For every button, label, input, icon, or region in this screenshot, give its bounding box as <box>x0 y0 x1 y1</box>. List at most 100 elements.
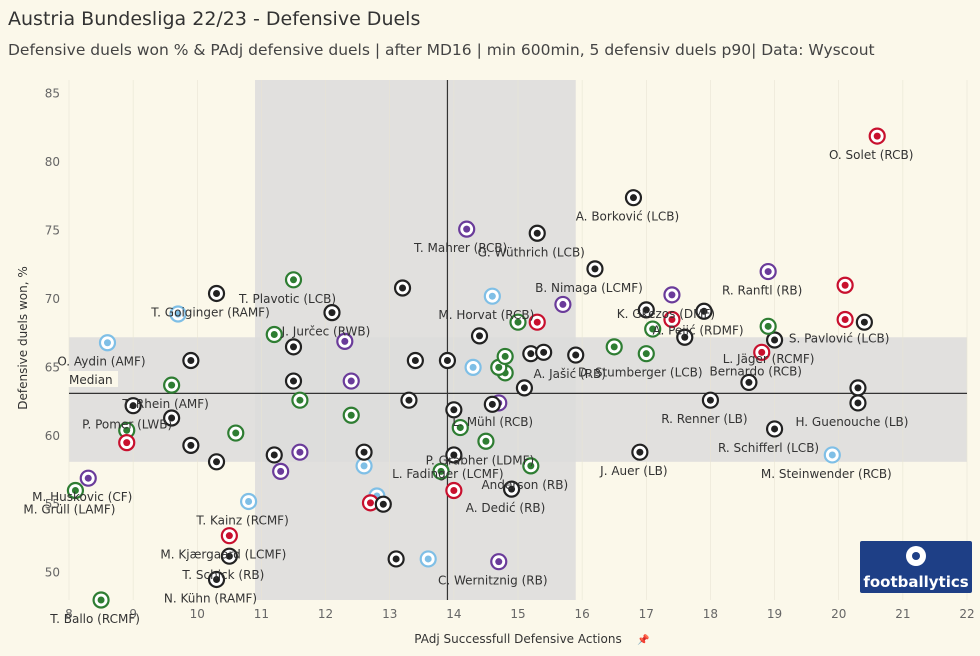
crest-core <box>123 426 131 434</box>
crest-core <box>97 596 105 604</box>
y-tick-label: 65 <box>45 360 60 374</box>
crest-core <box>745 378 753 386</box>
point-label: Bernardo (RCB) <box>709 364 802 378</box>
crest-core <box>347 377 355 385</box>
point-label: B. Nimaga (LCMF) <box>535 281 643 295</box>
crest-core <box>450 451 458 459</box>
crest-core <box>225 532 233 540</box>
crest-core <box>213 575 221 583</box>
crest-core <box>482 437 490 445</box>
club-crest-marker <box>98 334 117 352</box>
club-crest-marker <box>470 327 489 345</box>
chart-subtitle: Defensive duels won % & PAdj defensive d… <box>8 41 875 59</box>
crest-core <box>290 276 297 284</box>
y-tick-label: 85 <box>45 87 60 101</box>
point-label: A. Pejić (RDMF) <box>652 323 743 337</box>
club-crest-marker <box>66 481 85 500</box>
point-labels: O. Solet (RCB) A. Borković (LCB) G. Wüthri… <box>23 148 913 626</box>
club-crest-marker <box>406 351 424 370</box>
crest-core <box>277 467 285 475</box>
club-crest-marker <box>220 547 238 565</box>
crest-core <box>270 331 278 339</box>
crest-core <box>771 336 779 344</box>
point-label: D. Stumberger (LCB) <box>578 366 703 380</box>
gridlines <box>68 80 968 600</box>
club-crest-marker <box>823 446 841 464</box>
club-crest-marker <box>118 434 136 452</box>
club-crest-marker <box>355 443 373 461</box>
x-tick-label: 22 <box>959 607 974 621</box>
club-crest-marker <box>676 328 694 346</box>
point-label: O. Solet (RCB) <box>829 148 914 162</box>
point-label: P. Grabher (LDMF) <box>426 453 534 467</box>
club-crest-marker <box>765 331 784 349</box>
club-crest-marker <box>535 343 553 361</box>
point-label: M. Horvat (RCB) <box>438 308 534 322</box>
club-crest-marker <box>387 550 405 568</box>
club-crest-marker <box>663 286 681 304</box>
point-label: A. Dedić (RB) <box>466 501 546 515</box>
crest-core <box>360 462 368 470</box>
club-crest-marker <box>477 432 495 450</box>
club-crest-marker <box>220 527 238 545</box>
club-crest-marker <box>458 220 476 238</box>
crest-core <box>213 289 221 297</box>
x-tick-label: 14 <box>446 607 461 621</box>
crest-core <box>706 396 714 404</box>
crest-core <box>533 318 541 326</box>
y-tick-label: 55 <box>45 497 60 511</box>
point-label: T. Mahrer (RCB) <box>413 241 507 255</box>
logo-text: footballytics <box>863 573 968 591</box>
crest-core <box>129 402 137 410</box>
data-points <box>66 127 886 609</box>
crest-core <box>629 194 637 202</box>
club-crest-marker <box>400 391 418 409</box>
crest-core <box>501 352 509 360</box>
club-crest-marker <box>509 313 527 331</box>
crest-core <box>296 448 304 456</box>
club-crest-marker <box>432 462 450 480</box>
point-label: T. Kainz (RCMF) <box>195 513 288 527</box>
club-crest-marker <box>554 295 572 314</box>
point-label: N. Kühn (RAMF) <box>164 591 257 605</box>
crest-core <box>860 318 868 326</box>
club-crest-marker <box>836 310 854 329</box>
crest-core <box>841 281 849 289</box>
crest-core <box>488 292 496 300</box>
y-tick-label: 60 <box>45 429 60 443</box>
point-label: M. Steinwender (RCB) <box>761 467 892 481</box>
club-crest-marker <box>342 372 360 390</box>
crest-core <box>360 448 368 456</box>
club-crest-marker <box>393 279 412 297</box>
crest-core <box>514 318 522 326</box>
x-tick-label: 13 <box>382 607 397 621</box>
club-crest-marker <box>451 418 469 437</box>
point-label: H. Guenouche (LB) <box>795 415 908 429</box>
club-crest-marker <box>528 313 546 331</box>
club-crest-marker <box>169 305 187 323</box>
median-label-box: Median <box>66 371 118 387</box>
point-label: L. Mühl (RCB) <box>452 415 533 429</box>
club-crest-marker <box>753 343 771 361</box>
point-label: R. Renner (LB) <box>661 412 747 426</box>
club-crest-marker <box>272 462 290 480</box>
club-crest-marker <box>849 394 867 412</box>
y-tick-label: 70 <box>45 292 60 306</box>
club-crest-marker <box>227 424 245 442</box>
point-label: T. Rhein (AMF) <box>121 397 208 411</box>
club-crest-marker <box>291 391 309 409</box>
crest-core <box>225 552 233 560</box>
crest-core <box>411 357 419 365</box>
club-crest-marker <box>759 262 777 281</box>
crest-core <box>399 284 407 292</box>
chart-title: Austria Bundesliga 22/23 - Defensive Due… <box>8 8 421 30</box>
point-label: K. Gkezos (DMF) <box>617 307 715 321</box>
x-tick-label: 19 <box>767 607 782 621</box>
point-label: G. Wüthrich (LCB) <box>478 245 585 259</box>
x-tick-label: 18 <box>703 607 718 621</box>
x-tick-label: 20 <box>831 607 846 621</box>
median-label: Median <box>69 373 113 387</box>
club-crest-marker <box>163 376 181 394</box>
club-crest-marker <box>342 406 360 424</box>
